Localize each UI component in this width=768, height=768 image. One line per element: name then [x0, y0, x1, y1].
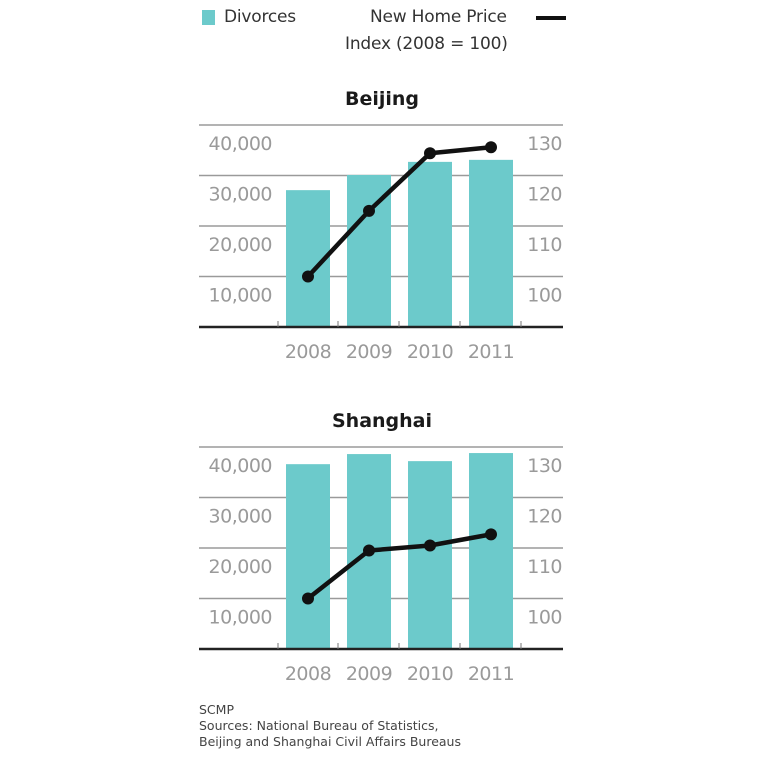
- right-axis-label: 130: [527, 455, 562, 477]
- left-axis-label: 20,000: [209, 556, 272, 578]
- right-axis-label: 110: [527, 234, 562, 256]
- bar-2011: [469, 453, 513, 649]
- bar-2010: [408, 161, 452, 327]
- price-index-point-2009: [363, 204, 375, 217]
- chart-title-shanghai: Shanghai: [331, 410, 433, 432]
- right-axis-label: 120: [527, 184, 562, 206]
- legend-divorces-label: Divorces: [224, 7, 296, 27]
- left-axis-label: 10,000: [209, 285, 272, 307]
- x-axis-label-2008: 2008: [285, 341, 331, 363]
- legend-divorces-swatch: [202, 10, 215, 25]
- x-axis-label-2011: 2011: [468, 341, 514, 363]
- legend-index-line-icon: [536, 16, 566, 20]
- x-axis-label-2011: 2011: [468, 663, 514, 685]
- price-index-line: [305, 144, 494, 279]
- left-axis-label: 30,000: [209, 506, 272, 528]
- x-axis-label-2009: 2009: [346, 341, 392, 363]
- legend-index-label-line1: New Home Price: [370, 7, 507, 27]
- price-index-point-2011: [485, 141, 497, 154]
- chart-title-beijing: Beijing: [344, 88, 420, 110]
- right-axis-label: 130: [527, 133, 562, 155]
- bar-2009: [347, 174, 391, 327]
- x-axis-label-2009: 2009: [346, 663, 392, 685]
- x-axis-label-2010: 2010: [407, 341, 453, 363]
- right-axis-label: 100: [527, 607, 562, 629]
- legend-index-label-line2: Index (2008 = 100): [345, 34, 508, 54]
- price-index-point-2010: [424, 539, 436, 552]
- price-index-point-2008: [302, 592, 314, 605]
- footer-sources-line1: Sources: National Bureau of Statistics,: [199, 718, 439, 733]
- left-axis-label: 10,000: [209, 607, 272, 629]
- footer-sources-line2: Beijing and Shanghai Civil Affairs Burea…: [199, 734, 461, 749]
- left-axis-label: 40,000: [209, 133, 272, 155]
- footer-credit: SCMP: [199, 702, 234, 717]
- right-axis-label: 120: [527, 506, 562, 528]
- left-axis-label: 30,000: [209, 184, 272, 206]
- bar-2008: [286, 464, 330, 649]
- price-index-point-2011: [485, 528, 497, 541]
- right-axis-label: 100: [527, 285, 562, 307]
- x-axis-label-2010: 2010: [407, 663, 453, 685]
- left-axis-label: 20,000: [209, 234, 272, 256]
- left-axis-label: 40,000: [209, 455, 272, 477]
- bar-2011: [469, 159, 513, 327]
- price-index-point-2009: [363, 544, 375, 557]
- bar-2010: [408, 461, 452, 649]
- x-axis-label-2008: 2008: [285, 663, 331, 685]
- price-index-point-2010: [424, 147, 436, 160]
- price-index-point-2008: [302, 270, 314, 283]
- right-axis-label: 110: [527, 556, 562, 578]
- price-index-line: [305, 532, 494, 601]
